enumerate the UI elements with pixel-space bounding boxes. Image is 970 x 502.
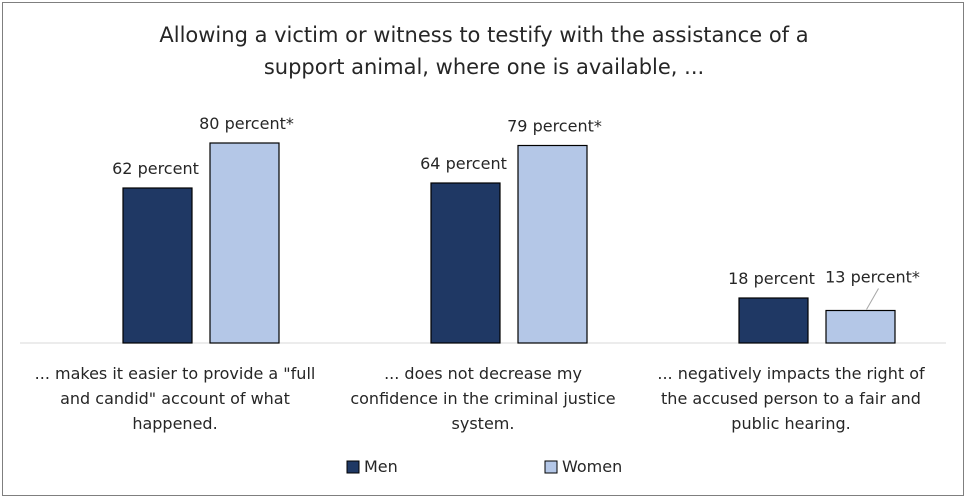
- legend-swatch-women: [544, 460, 558, 474]
- data-label: 18 percent: [728, 269, 815, 288]
- category-label: and candid" account of what: [60, 389, 290, 408]
- legend-swatch-men: [346, 460, 360, 474]
- category-label: confidence in the criminal justice: [350, 389, 615, 408]
- data-label: 64 percent: [420, 154, 507, 173]
- data-label: 80 percent*: [199, 114, 294, 133]
- chart-title-line: support animal, where one is available, …: [264, 55, 704, 79]
- data-label: 79 percent*: [507, 117, 602, 136]
- category-label: happened.: [132, 414, 217, 433]
- category-label: ... makes it easier to provide a "full: [35, 364, 316, 383]
- data-label: 62 percent: [112, 159, 199, 178]
- category-label: system.: [452, 414, 515, 433]
- category-label: ... negatively impacts the right of: [657, 364, 925, 383]
- category-label: public hearing.: [731, 414, 850, 433]
- bar-men-2: [738, 297, 809, 344]
- data-label-leader: [866, 288, 879, 310]
- bar-women-0: [209, 142, 280, 344]
- chart-title-line: Allowing a victim or witness to testify …: [159, 23, 808, 47]
- data-label: 13 percent*: [825, 268, 920, 287]
- bar-women-1: [517, 144, 588, 344]
- category-label: the accused person to a fair and: [661, 389, 921, 408]
- category-label: ... does not decrease my: [384, 364, 582, 383]
- legend-label: Men: [364, 457, 398, 476]
- bar-men-0: [122, 187, 193, 344]
- legend-label: Women: [562, 457, 622, 476]
- bar-women-2: [825, 309, 896, 344]
- bar-men-1: [430, 182, 501, 344]
